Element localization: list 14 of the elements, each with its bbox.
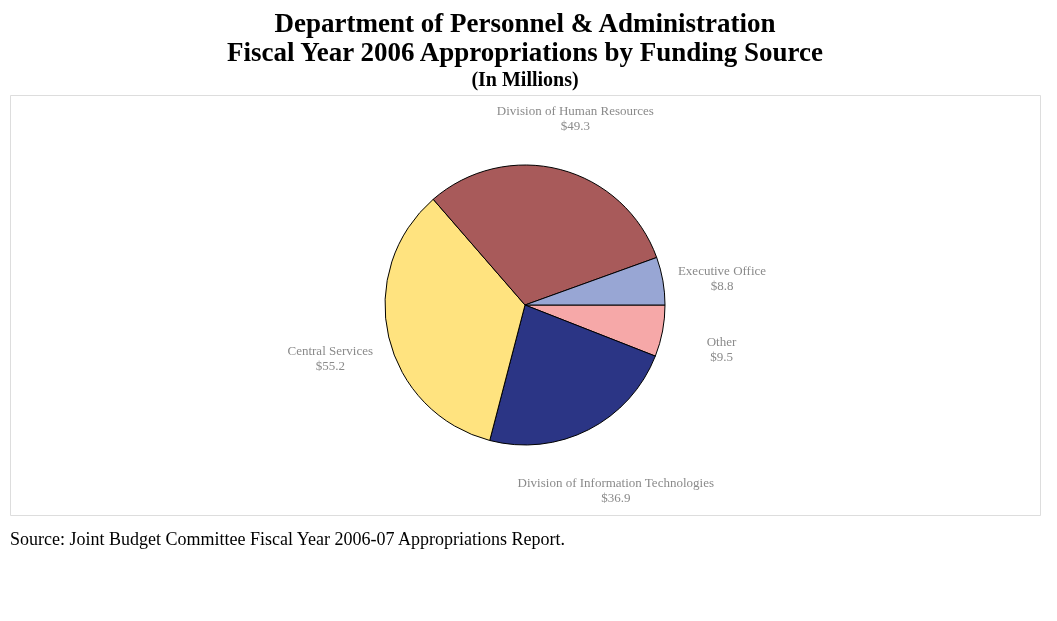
slice-label: Executive Office <box>677 262 767 278</box>
data-label: $36.9 <box>601 490 631 506</box>
data-label: $55.2 <box>315 357 345 373</box>
slice-label: Division of Human Resources <box>496 103 654 119</box>
data-label: $9.5 <box>710 349 733 365</box>
slice-label: Other <box>706 334 737 350</box>
data-label: $49.3 <box>560 118 591 134</box>
text: Fiscal Year 2006 Appropriations by Funding Source <box>226 37 824 67</box>
slice-label: Central Services <box>287 342 374 358</box>
slice-label: Division of Information Technologies <box>517 475 714 491</box>
source-note: Source: Joint Budget Committee Fiscal Year 2006-07 Appropriations Report. <box>10 529 565 549</box>
text: Department of Personnel & Administration <box>274 8 776 38</box>
data-label: $8.8 <box>710 277 734 293</box>
chart-subtitle: (In Millions) <box>471 68 579 91</box>
